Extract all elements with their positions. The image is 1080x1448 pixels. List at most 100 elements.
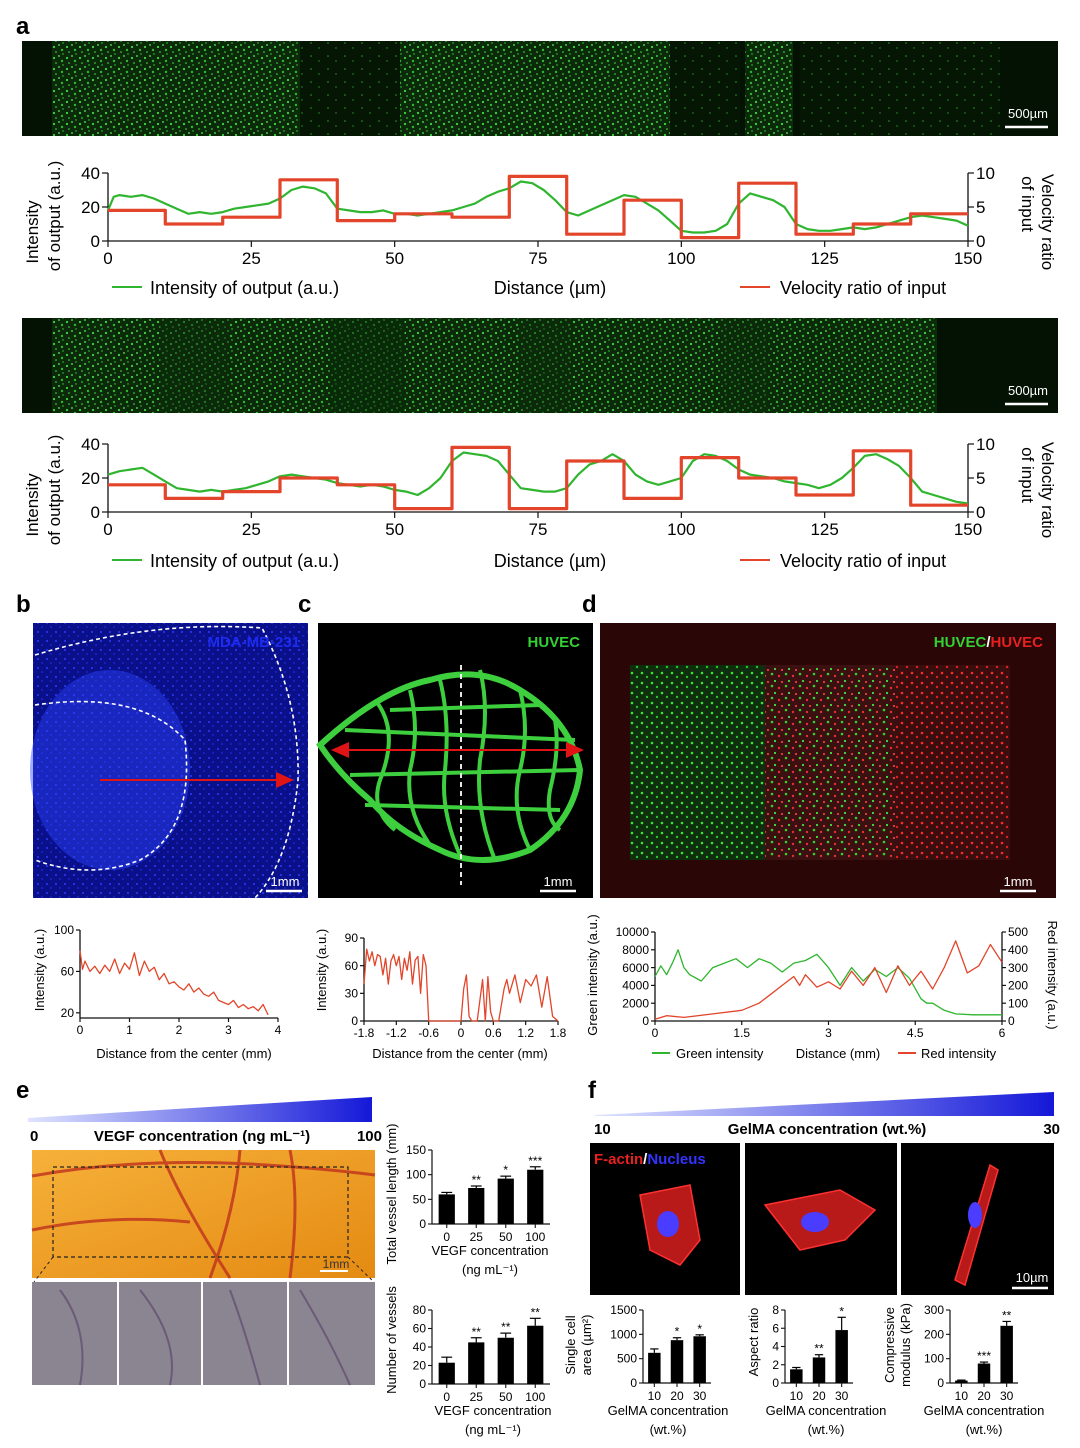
bar <box>1000 1325 1013 1383</box>
a1-ylabel-left-2: of output (a.u.) <box>45 161 64 272</box>
significance-label: * <box>839 1304 844 1318</box>
x-tick-label: 25 <box>470 1230 484 1244</box>
x-tick-label: 0 <box>77 1023 84 1037</box>
d-legend-red: Red intensity <box>921 1046 997 1061</box>
y-tick-label: 0 <box>642 1014 649 1028</box>
d-ylabel-right: Red intensity (a.u.) <box>1045 920 1060 1029</box>
y2-tick-label: 300 <box>1008 961 1028 975</box>
x-tick-label: -1.8 <box>354 1026 375 1040</box>
significance-label: * <box>697 1322 702 1336</box>
x-tick-label: 1.5 <box>733 1026 750 1040</box>
y2-tick-label: 5 <box>976 198 985 217</box>
d-xlabel: Distance (mm) <box>796 1046 881 1061</box>
x-tick-label: 1.8 <box>550 1026 567 1040</box>
bar <box>790 1369 803 1383</box>
y2-tick-label: 0 <box>976 503 985 522</box>
e-grad-end: 100 <box>357 1128 382 1145</box>
f-grad-end: 30 <box>1043 1121 1060 1138</box>
x-tick-label: 10 <box>790 1389 804 1403</box>
y-tick-label: 0 <box>630 1376 637 1390</box>
panel-d-image-label: HUVEC/HUVEC <box>934 634 1043 651</box>
panel-b-image: MDA-MB-231 1mm <box>30 623 308 899</box>
y-tick-label: 10000 <box>616 925 650 939</box>
bar <box>438 1362 455 1384</box>
y-tick-label: 0 <box>419 1377 426 1391</box>
x-tick-label: 150 <box>954 249 982 268</box>
e-grad-title: VEGF concentration (ng mL⁻¹) <box>94 1128 310 1145</box>
y-tick-label: 60 <box>345 959 359 973</box>
f3-ylabel-1: Compressive <box>882 1307 897 1383</box>
x-tick-label: 75 <box>529 520 548 539</box>
chart-b: 0 1 2 3 4 20 60 100 <box>54 923 282 1037</box>
panel-b-letter: b <box>16 591 31 618</box>
panel-b-image-label: MDA-MB-231 <box>207 634 300 651</box>
y-tick-label: 2000 <box>622 996 649 1010</box>
y-tick-label: 0 <box>937 1376 944 1390</box>
x-tick-label: 0 <box>652 1026 659 1040</box>
x-tick-label: 25 <box>470 1390 484 1404</box>
series-line-0 <box>106 180 969 234</box>
e1-xlabel-2: (ng mL⁻¹) <box>462 1262 518 1277</box>
a1-ylabel-right-1: Velocity ratio <box>1038 174 1057 270</box>
bar <box>955 1380 968 1383</box>
y2-tick-label: 200 <box>1008 979 1028 993</box>
chart-e1: 0 50 100 150 0 ** 25 * 50 *** 100 <box>406 1143 550 1244</box>
x-tick-label: 10 <box>955 1389 969 1403</box>
x-tick-label: 30 <box>835 1389 849 1403</box>
e2-xlabel-1: VEGF concentration <box>434 1403 551 1418</box>
bar <box>648 1352 661 1383</box>
x-tick-label: 0 <box>458 1026 465 1040</box>
series-line-1 <box>108 445 968 511</box>
significance-label: ** <box>472 1325 482 1339</box>
x-tick-label: 100 <box>667 249 695 268</box>
y-tick-label: 8 <box>772 1303 779 1317</box>
panel-d-letter: d <box>582 591 597 618</box>
a2-ylabel-right-1: Velocity ratio <box>1038 442 1057 538</box>
bar <box>438 1194 455 1224</box>
a2-legend-red: Velocity ratio of input <box>780 551 946 571</box>
a2-xlabel: Distance (µm) <box>494 551 606 571</box>
x-tick-label: 4.5 <box>907 1026 924 1040</box>
y-tick-label: 1000 <box>610 1327 637 1341</box>
significance-label: * <box>503 1163 508 1177</box>
y-tick-label: 200 <box>924 1327 944 1341</box>
a1-ylabel-left-1: Intensity <box>23 200 42 264</box>
c-ylabel: Intensity (a.u.) <box>314 929 329 1011</box>
f1-ylabel-1: Single cell <box>563 1315 578 1374</box>
y2-tick-label: 5 <box>976 469 985 488</box>
y-tick-label: 60 <box>61 965 75 979</box>
y-tick-label: 20 <box>81 469 100 488</box>
chart-f2: 0 2 4 6 8 10 ** 20 * 30 <box>772 1303 853 1403</box>
y-tick-label: 4000 <box>622 979 649 993</box>
bar <box>835 1330 848 1383</box>
y-tick-label: 0 <box>772 1376 779 1390</box>
e2-ylabel: Number of vessels <box>384 1286 399 1394</box>
e1-ylabel: Total vessel length (mm) <box>384 1124 399 1265</box>
chart-d: 0 1.5 3 4.5 60200040006000800010000010020030… <box>616 925 1029 1040</box>
x-tick-label: 0 <box>443 1390 450 1404</box>
x-tick-label: 0 <box>103 520 112 539</box>
x-tick-label: -0.6 <box>418 1026 439 1040</box>
y-tick-label: 100 <box>54 923 74 937</box>
y-tick-label: 500 <box>617 1352 637 1366</box>
scalebar-label: 1mm <box>1004 874 1033 889</box>
f-gradient-wedge <box>595 1092 1054 1116</box>
y-tick-label: 40 <box>413 1340 427 1354</box>
f-stain-label: F-actin/Nucleus <box>594 1151 706 1168</box>
chart-c: -1.8 -1.2 -0.6 0 0.6 1.2 1.8 0 30 60 90 <box>345 931 567 1040</box>
bar <box>977 1363 991 1383</box>
e-grad-start: 0 <box>30 1128 38 1145</box>
f3-ylabel-2: modulus (kPa) <box>898 1303 913 1387</box>
x-tick-label: 10 <box>648 1389 662 1403</box>
significance-label: * <box>675 1325 680 1339</box>
x-tick-label: 0 <box>443 1230 450 1244</box>
panel-c-image-label: HUVEC <box>527 634 580 651</box>
y2-tick-label: 400 <box>1008 943 1028 957</box>
y-tick-label: 0 <box>91 232 100 251</box>
bar <box>670 1340 684 1383</box>
panel-a-image-1: 500µm <box>22 41 1058 136</box>
bar <box>527 1169 544 1224</box>
x-tick-label: 50 <box>385 249 404 268</box>
c-xlabel: Distance from the center (mm) <box>372 1046 548 1061</box>
y-tick-label: 0 <box>351 1014 358 1028</box>
